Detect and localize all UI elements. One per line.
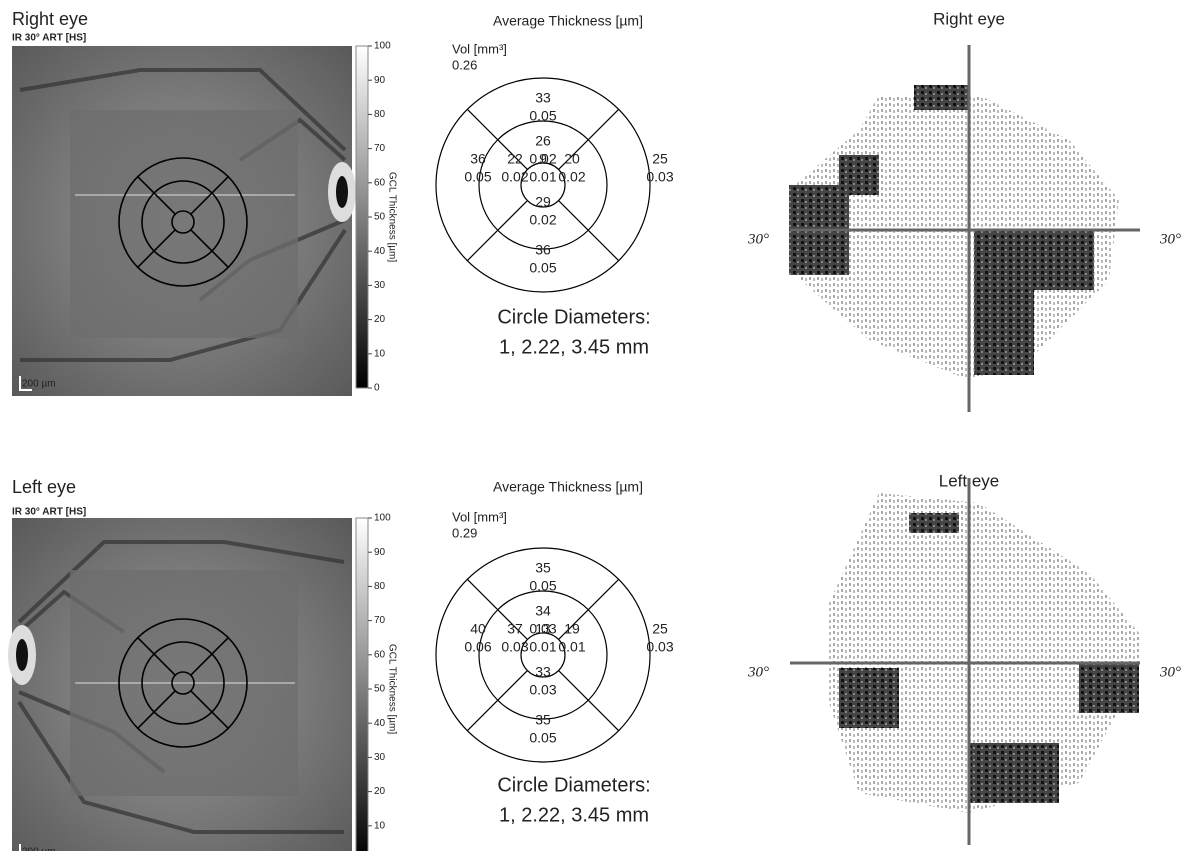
sector-volume: 0.02 (529, 212, 556, 228)
sector-thickness: 20 (564, 151, 580, 167)
total-volume: 0.29 (452, 525, 477, 540)
sector-thickness: 35 (535, 712, 551, 728)
sector-volume: 0.01 (529, 169, 556, 185)
scale-bar: 200 µm (22, 379, 56, 390)
sector-thickness: 36 (470, 151, 486, 167)
sector-volume: 0.05 (529, 108, 556, 124)
colorbar-tick-label: 10 (374, 348, 386, 359)
optic-cup (336, 176, 348, 208)
colorbar-tick-label: 30 (374, 752, 386, 763)
diameters: 1, 2.22, 3.45 mm (499, 336, 649, 358)
field-defect (839, 668, 899, 728)
sector-thickness: 34 (535, 603, 551, 619)
colorbar-tick-label: 80 (374, 109, 386, 120)
sector-volume: 0.03 (501, 639, 528, 655)
sector-volume: 0.01 (529, 639, 556, 655)
volume-label: Vol [mm³] (452, 41, 507, 56)
grid-divider (467, 671, 527, 731)
thickness-overlay (70, 110, 298, 338)
grid-divider (467, 201, 527, 261)
sector-thickness: 29 (535, 194, 551, 210)
colorbar-tick-label: 90 (374, 547, 386, 558)
sector-thickness: 40 (470, 621, 486, 637)
sector-volume: 0.05 (529, 730, 556, 746)
sector-thickness: 25 (652, 151, 668, 167)
sector-volume: 0.02 (501, 169, 528, 185)
sector-volume: 0.01 (558, 639, 585, 655)
colorbar-label: GCL Thickness [µm] (386, 172, 397, 262)
field-defect (1079, 663, 1139, 713)
image-header: IR 30° ART [HS] (12, 507, 86, 518)
colorbar-tick-label: 50 (374, 212, 386, 223)
diameters-title: Circle Diameters: (497, 306, 650, 328)
colorbar-tick-label: 30 (374, 280, 386, 291)
colorbar-tick-label: 100 (374, 41, 391, 52)
field-defect (839, 155, 879, 195)
sector-volume: 0.03 (529, 682, 556, 698)
field-left-label: 30° (747, 231, 769, 247)
field-defect (909, 513, 959, 533)
colorbar-tick-label: 20 (374, 786, 386, 797)
image-header: IR 30° ART [HS] (12, 33, 86, 44)
eye-label: Right eye (12, 9, 88, 29)
sector-thickness: 26 (535, 133, 551, 149)
colorbar-tick-label: 60 (374, 177, 386, 188)
scale-bar: 200 µm (22, 847, 56, 851)
sector-volume: 0.05 (529, 260, 556, 276)
diameters: 1, 2.22, 3.45 mm (499, 804, 649, 826)
field-defect (914, 85, 969, 110)
eye-label: Left eye (12, 477, 76, 497)
field-right-label: 30° (1159, 664, 1181, 680)
colorbar-tick-label: 70 (374, 615, 386, 626)
sector-thickness: 13 (535, 621, 551, 637)
field-title: Right eye (933, 9, 1005, 28)
colorbar-tick-label: 60 (374, 649, 386, 660)
sector-thickness: 33 (535, 664, 551, 680)
colorbar-tick-label: 40 (374, 718, 386, 729)
sector-thickness: 9 (539, 151, 547, 167)
grid-title: Average Thickness [µm] (493, 479, 643, 495)
grid-divider (559, 671, 619, 731)
colorbar-tick-label: 100 (374, 513, 391, 524)
colorbar-tick-label: 80 (374, 581, 386, 592)
field-right-label: 30° (1159, 231, 1181, 247)
colorbar-tick-label: 70 (374, 143, 386, 154)
colorbar (356, 46, 368, 388)
colorbar-tick-label: 90 (374, 75, 386, 86)
sector-thickness: 19 (564, 621, 580, 637)
sector-thickness: 37 (507, 621, 523, 637)
sector-volume: 0.05 (529, 578, 556, 594)
sector-thickness: 35 (535, 560, 551, 576)
sector-volume: 0.03 (646, 639, 673, 655)
figure: Right eye IR 30° ART [HS] 200 µm 0 10 20 30 40 5… (0, 0, 1192, 851)
sector-thickness: 36 (535, 242, 551, 258)
grid-title: Average Thickness [µm] (493, 13, 643, 29)
colorbar-tick-label: 50 (374, 684, 386, 695)
diameters-title: Circle Diameters: (497, 774, 650, 796)
field-defect (969, 743, 1059, 803)
sector-thickness: 25 (652, 621, 668, 637)
colorbar-tick-label: 10 (374, 820, 386, 831)
colorbar-tick-label: 20 (374, 314, 386, 325)
grid-divider (559, 201, 619, 261)
field-defect (974, 230, 1094, 290)
volume-label: Vol [mm³] (452, 509, 507, 524)
sector-thickness: 33 (535, 90, 551, 106)
sector-volume: 0.03 (646, 169, 673, 185)
sector-volume: 0.06 (464, 639, 491, 655)
field-left-label: 30° (747, 664, 769, 680)
colorbar-tick-label: 0 (374, 383, 380, 394)
colorbar-tick-label: 40 (374, 246, 386, 257)
sector-thickness: 22 (507, 151, 523, 167)
sector-volume: 0.05 (464, 169, 491, 185)
colorbar-label: GCL Thickness [µm] (386, 644, 397, 734)
field-defect (974, 290, 1034, 375)
total-volume: 0.26 (452, 57, 477, 72)
optic-cup (16, 639, 28, 671)
colorbar (356, 518, 368, 851)
sector-volume: 0.02 (558, 169, 585, 185)
